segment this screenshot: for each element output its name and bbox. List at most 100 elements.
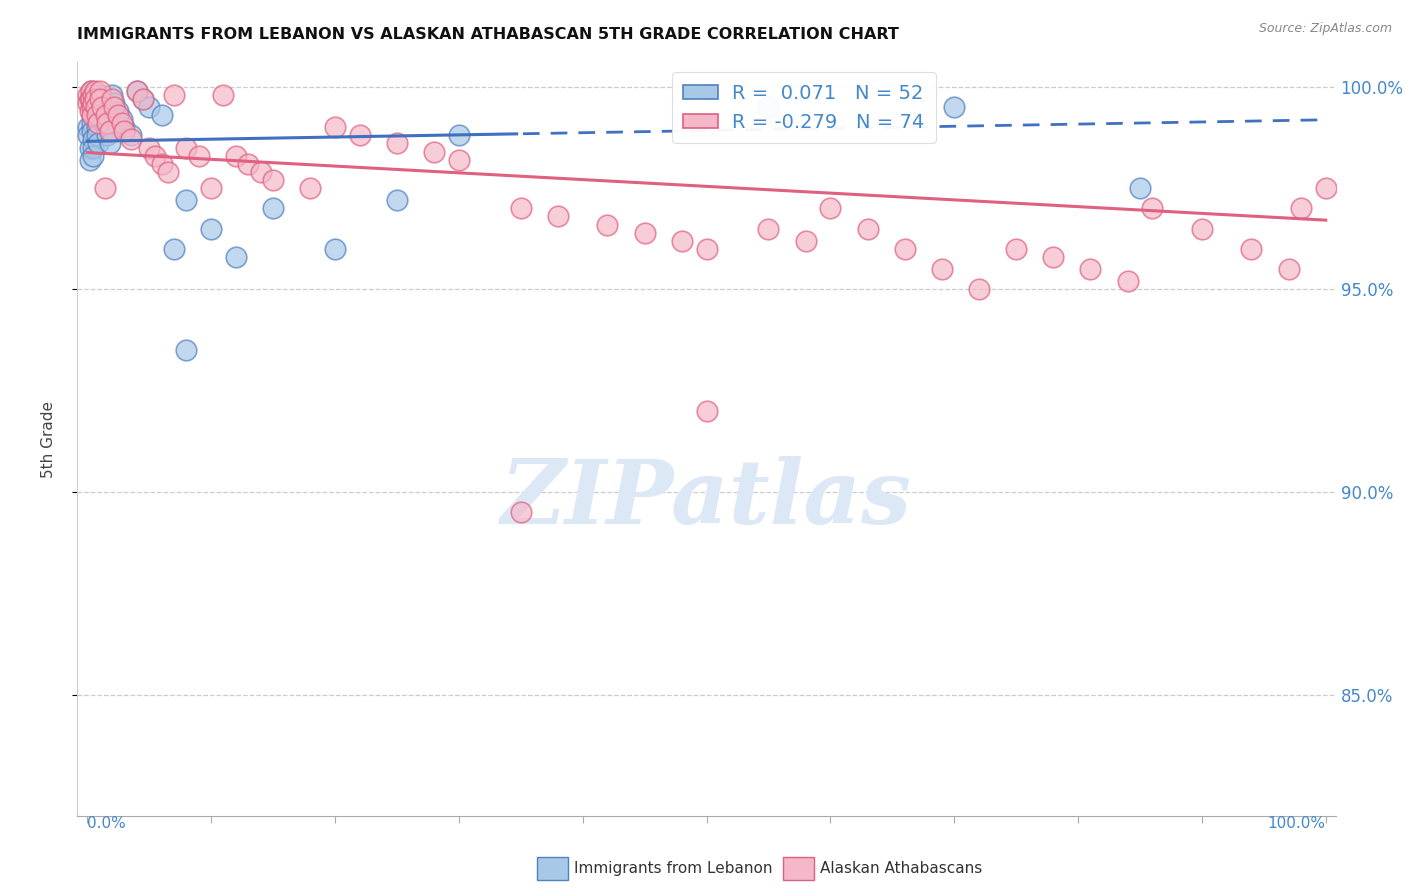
Point (447, 153, 470, 167)
Point (94, 120, 117, 135)
Point (84, 100, 107, 114)
Point (696, 242, 718, 256)
Point (1289, 202, 1312, 216)
Point (120, 128, 142, 143)
Point (794, 234, 817, 248)
Point (1315, 181, 1337, 195)
Point (89, 112, 111, 127)
Point (1116, 274, 1139, 288)
Point (1142, 202, 1164, 216)
Point (1191, 221, 1213, 235)
Point (112, 124, 135, 138)
Point (98, 124, 121, 138)
Point (200, 181, 222, 195)
Point (80, 92, 103, 106)
Text: ZIPatlas: ZIPatlas (501, 457, 912, 543)
Point (385, 136, 408, 151)
Text: IMMIGRANTS FROM LEBANON VS ALASKAN ATHABASCAN 5TH GRADE CORRELATION CHART: IMMIGRANTS FROM LEBANON VS ALASKAN ATHAB… (77, 27, 900, 42)
Point (91, 100, 114, 114)
Point (86, 120, 108, 135)
Point (1005, 242, 1028, 256)
Point (696, 404, 718, 418)
Point (89, 92, 111, 106)
Point (671, 234, 693, 248)
Point (103, 100, 125, 114)
Point (80, 100, 103, 114)
Text: 100.0%: 100.0% (1268, 816, 1326, 831)
Point (111, 112, 134, 127)
Point (156, 165, 179, 179)
Point (132, 92, 155, 106)
Point (93, 181, 115, 195)
Text: Immigrants from Lebanon: Immigrants from Lebanon (574, 862, 772, 876)
Point (82, 95, 104, 110)
Point (120, 132, 142, 146)
Point (385, 193, 408, 207)
Point (82, 108, 104, 122)
Point (98, 136, 121, 151)
Point (200, 221, 222, 235)
Point (96, 128, 118, 143)
Point (423, 145, 446, 159)
Point (94, 108, 117, 122)
Point (103, 95, 125, 110)
Point (262, 173, 284, 187)
Text: Alaskan Athabascans: Alaskan Athabascans (820, 862, 981, 876)
Point (86, 128, 108, 143)
Point (77, 120, 100, 135)
Point (163, 87, 186, 102)
Point (1042, 250, 1064, 264)
Point (82, 100, 104, 114)
Point (931, 262, 953, 277)
Point (138, 100, 160, 114)
Point (82, 140, 104, 154)
Point (1080, 262, 1102, 277)
Point (1240, 242, 1263, 256)
Point (509, 202, 531, 216)
Point (447, 128, 470, 143)
Point (82, 124, 104, 138)
Point (89, 84, 111, 98)
Point (83, 92, 105, 106)
Point (758, 100, 780, 114)
Point (87, 116, 110, 130)
Text: Source: ZipAtlas.com: Source: ZipAtlas.com (1258, 22, 1392, 36)
Point (820, 202, 842, 216)
Point (82, 108, 104, 122)
Point (138, 140, 160, 154)
Point (176, 140, 198, 154)
Point (89, 104, 111, 119)
Point (107, 104, 129, 119)
Point (262, 202, 284, 216)
Point (238, 157, 260, 171)
Point (633, 226, 655, 240)
Point (80, 92, 103, 106)
Point (509, 505, 531, 519)
Point (125, 84, 148, 98)
Point (349, 128, 371, 143)
Point (150, 157, 173, 171)
Point (82, 148, 104, 162)
Point (87, 95, 110, 110)
Point (79, 104, 101, 119)
Point (176, 343, 198, 358)
Point (112, 120, 135, 135)
Point (596, 218, 619, 232)
Point (93, 112, 115, 127)
Point (77, 87, 100, 102)
Text: 0.0%: 0.0% (87, 816, 127, 831)
Point (225, 250, 247, 264)
Point (77, 128, 100, 143)
Point (82, 87, 104, 102)
Point (225, 148, 247, 162)
Point (82, 116, 104, 130)
Point (125, 84, 148, 98)
Point (758, 221, 780, 235)
Point (176, 193, 198, 207)
Point (91, 104, 114, 119)
Point (132, 92, 155, 106)
Point (83, 87, 105, 102)
Point (90, 87, 112, 102)
Point (967, 282, 990, 296)
Point (80, 84, 103, 98)
